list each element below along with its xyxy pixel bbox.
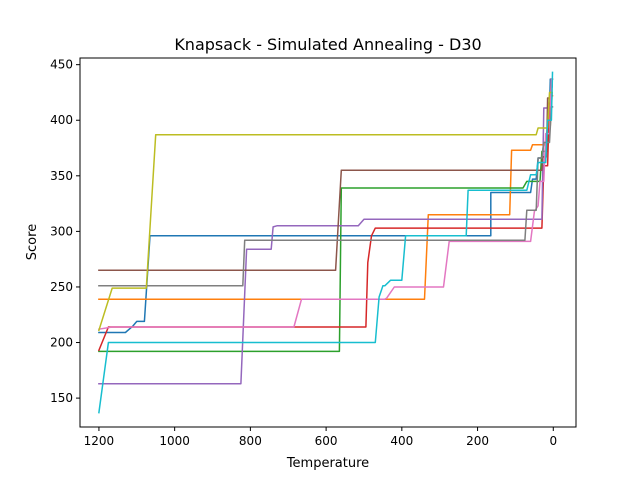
x-tick-label: 1000 bbox=[159, 434, 190, 448]
series-line-7 bbox=[98, 78, 553, 331]
y-tick-label: 250 bbox=[50, 280, 73, 294]
y-tick-label: 400 bbox=[50, 113, 73, 127]
x-tick-label: 200 bbox=[466, 434, 489, 448]
plot-area bbox=[97, 71, 554, 414]
y-axis-ticks: 150 200 250 300 350 400 450 bbox=[50, 58, 80, 405]
series-line-9 bbox=[97, 91, 553, 332]
y-tick-label: 450 bbox=[50, 58, 73, 72]
y-axis-label: Score bbox=[25, 224, 40, 260]
x-tick-label: 600 bbox=[315, 434, 338, 448]
y-tick-label: 200 bbox=[50, 336, 73, 350]
x-tick-label: 1200 bbox=[84, 434, 115, 448]
axes-frame bbox=[79, 57, 577, 428]
y-tick-label: 300 bbox=[50, 224, 73, 238]
series-line-10 bbox=[98, 71, 554, 414]
x-axis-ticks: 1200 1000 800 600 400 200 0 bbox=[84, 427, 557, 448]
series-line-8 bbox=[98, 106, 554, 287]
y-tick-label: 150 bbox=[50, 391, 73, 405]
x-tick-label: 800 bbox=[239, 434, 262, 448]
chart-title: Knapsack - Simulated Annealing - D30 bbox=[174, 35, 481, 54]
x-tick-label: 400 bbox=[390, 434, 413, 448]
x-tick-label: 0 bbox=[549, 434, 557, 448]
x-axis-label: Temperature bbox=[286, 456, 369, 471]
y-tick-label: 350 bbox=[50, 169, 73, 183]
